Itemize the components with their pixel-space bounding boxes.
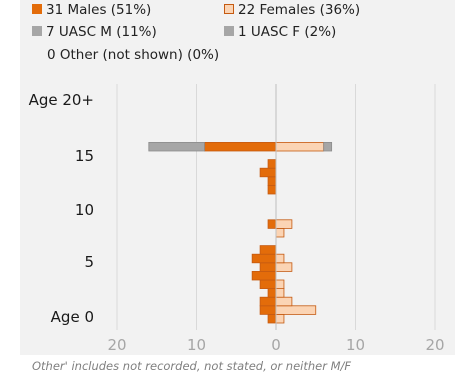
legend-label-uasc-m: 7 UASC M (11%)	[46, 24, 157, 40]
x-tick-label: 0	[271, 336, 281, 354]
legend-label-females: 22 Females (36%)	[238, 2, 361, 18]
bar-uasc-m-age-20	[148, 141, 205, 152]
bar-females-age-1	[275, 305, 317, 315]
bar-females-age-4	[275, 279, 285, 290]
y-tick-label: 10	[75, 201, 94, 219]
legend-swatch-males	[32, 4, 42, 14]
legend-item-uasc-m: 7 UASC M (11%)	[32, 24, 157, 40]
bar-males-age-18	[267, 159, 277, 169]
legend-item-uasc-f: 1 UASC F (2%)	[224, 24, 336, 40]
bar-uasc-f-age-20	[323, 141, 333, 152]
bar-females-age-0	[275, 313, 285, 324]
legend-swatch-females	[224, 4, 234, 14]
legend-swatch-uasc-f	[224, 26, 234, 36]
bar-males-age-11	[267, 219, 277, 229]
bar-males-age-1	[259, 305, 277, 315]
bar-males-age-3	[267, 288, 277, 298]
y-tick-label: Age 20+	[29, 91, 94, 109]
bar-males-age-4	[259, 279, 277, 290]
footnote: Other' includes not recorded, not stated…	[32, 359, 352, 373]
legend-label-other: 0 Other (not shown) (0%)	[47, 47, 220, 63]
y-tick-label: Age 0	[51, 308, 94, 326]
y-tick-label: 5	[84, 253, 94, 271]
bar-females-age-10	[275, 227, 285, 238]
bar-males-age-7	[251, 253, 277, 264]
bar-males-age-6	[259, 262, 277, 272]
bar-males-age-16	[267, 176, 277, 186]
y-tick-label: 15	[75, 147, 94, 165]
bar-males-age-20	[204, 141, 277, 152]
bar-males-age-15	[267, 184, 277, 195]
bar-females-age-7	[275, 253, 285, 264]
bar-females-age-3	[275, 288, 285, 298]
bar-females-age-11	[275, 219, 293, 229]
legend-item-males: 31 Males (51%)	[32, 2, 151, 18]
x-tick-label: 20	[425, 336, 444, 354]
chart-panel	[20, 0, 455, 355]
bar-males-age-2	[259, 296, 277, 307]
x-tick-label: 10	[346, 336, 365, 354]
bar-females-age-6	[275, 262, 293, 272]
bar-males-age-0	[267, 313, 277, 324]
x-tick-label: 20	[107, 336, 126, 354]
bar-females-age-2	[275, 296, 293, 307]
legend-item-other: 0 Other (not shown) (0%)	[47, 47, 219, 63]
x-tick-label: 10	[187, 336, 206, 354]
legend-label-uasc-f: 1 UASC F (2%)	[238, 24, 337, 40]
bar-males-age-5	[251, 270, 277, 281]
legend-item-females: 22 Females (36%)	[224, 2, 360, 18]
bar-females-age-20	[275, 141, 325, 152]
bar-males-age-8	[259, 245, 277, 255]
bar-males-age-17	[259, 167, 277, 178]
legend-label-males: 31 Males (51%)	[46, 2, 152, 18]
legend-swatch-uasc-m	[32, 26, 42, 36]
